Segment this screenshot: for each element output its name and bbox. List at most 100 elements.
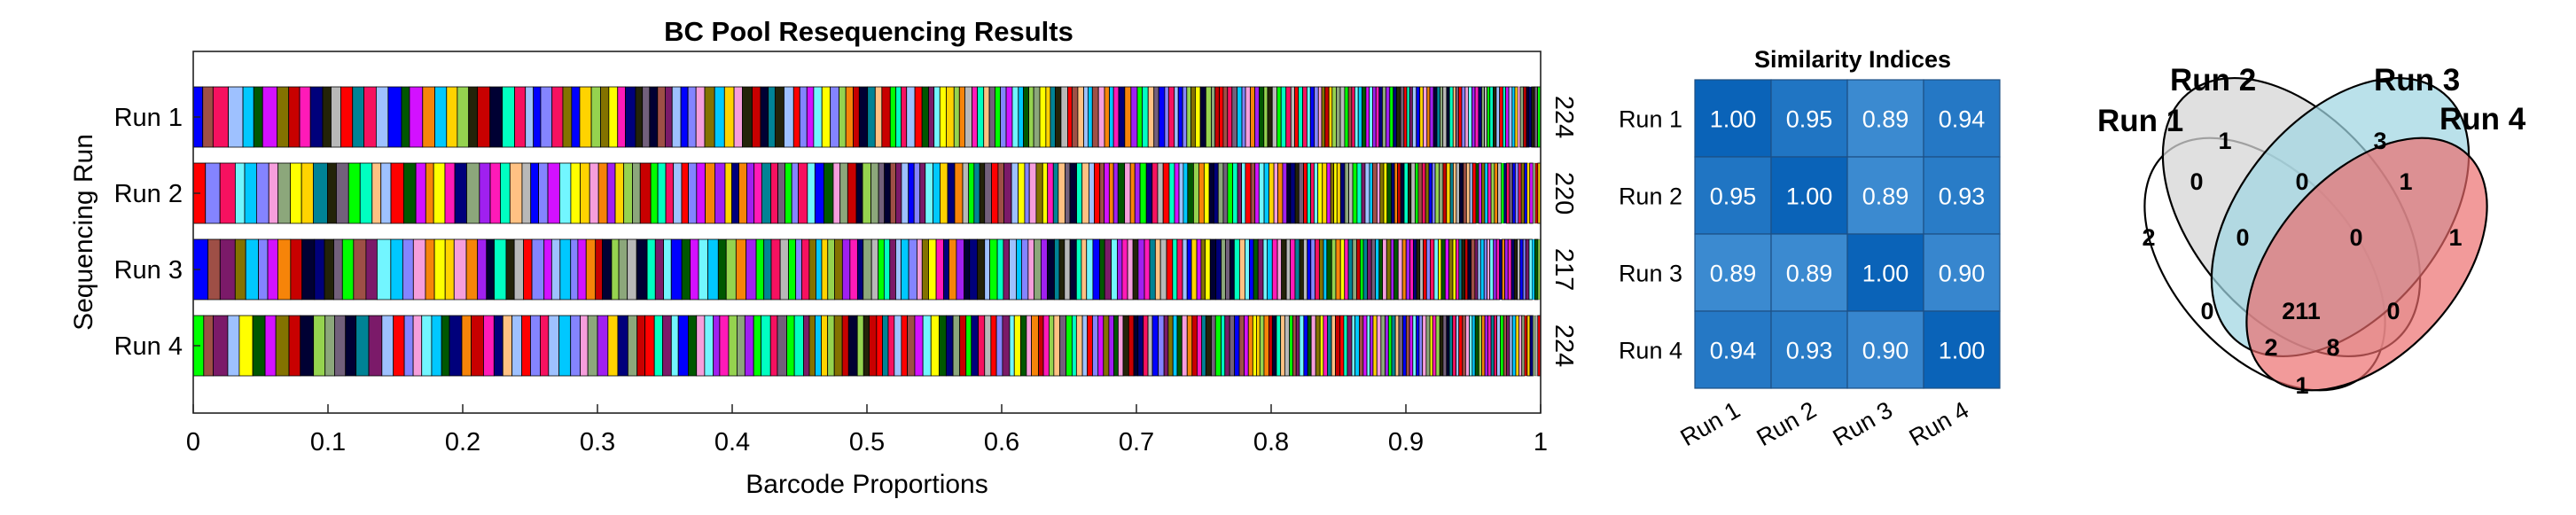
barcode-segment bbox=[1453, 162, 1457, 224]
heatmap-cell-label: 0.95 bbox=[1710, 183, 1757, 210]
barcode-segment bbox=[1108, 162, 1114, 224]
barcode-segment bbox=[1370, 238, 1376, 300]
barcode-segment bbox=[908, 162, 915, 224]
barcode-segment bbox=[1045, 86, 1051, 148]
barcode-segment bbox=[1442, 162, 1448, 224]
barcode-segment bbox=[688, 315, 698, 377]
venn-region-run2-run3-run4: 0 bbox=[2349, 224, 2362, 251]
barcode-segment bbox=[1489, 238, 1495, 300]
barcode-segment bbox=[1510, 238, 1515, 300]
barcode-segment bbox=[444, 162, 456, 224]
barcode-segment bbox=[1458, 315, 1464, 377]
barcode-segment bbox=[1436, 86, 1440, 148]
barcode-segment bbox=[1047, 238, 1055, 300]
venn-region-all-runs: 211 bbox=[2282, 298, 2321, 324]
barcode-segment bbox=[921, 86, 929, 148]
barcode-segment bbox=[935, 238, 944, 300]
barcode-segment bbox=[695, 86, 706, 148]
barcode-segment bbox=[1529, 162, 1534, 224]
barcode-segment bbox=[1024, 162, 1030, 224]
barcode-segment bbox=[690, 238, 699, 300]
barcode-segment bbox=[1003, 162, 1012, 224]
barcode-segment bbox=[964, 238, 971, 300]
barcode-segment bbox=[387, 86, 402, 148]
barcode-segment bbox=[1456, 162, 1460, 224]
venn-region-run1-run3: 0 bbox=[2200, 298, 2213, 324]
barcode-segment bbox=[277, 238, 292, 300]
barcode-segment bbox=[1406, 86, 1410, 148]
barcode-segment bbox=[1522, 238, 1526, 300]
barcode-segment bbox=[1190, 86, 1196, 148]
barcode-segment bbox=[1534, 162, 1538, 224]
barcode-segment bbox=[1409, 315, 1414, 377]
barcode-segment bbox=[863, 238, 872, 300]
venn-label-run-2: Run 2 bbox=[2170, 63, 2256, 98]
heatmap-cell-label: 0.89 bbox=[1862, 106, 1909, 133]
barcode-segment bbox=[1490, 162, 1495, 224]
barcode-segment bbox=[493, 315, 503, 377]
barcode-segment bbox=[1335, 315, 1341, 377]
barcode-segment bbox=[1440, 86, 1444, 148]
bars-x-tick-label: 0.5 bbox=[849, 428, 885, 456]
barcode-segment bbox=[595, 238, 603, 300]
barcode-segment bbox=[760, 86, 769, 148]
barcode-segment bbox=[724, 162, 732, 224]
barcode-segment bbox=[1205, 315, 1212, 377]
barcode-segment bbox=[627, 238, 637, 300]
barcode-segment bbox=[657, 86, 666, 148]
barcode-segment bbox=[327, 162, 337, 224]
barcode-segment bbox=[1159, 238, 1167, 300]
barcode-segment bbox=[444, 238, 455, 300]
barcode-segment bbox=[1478, 86, 1482, 148]
barcode-segment bbox=[421, 315, 433, 377]
barcode-segment bbox=[1277, 162, 1284, 224]
barcode-segment bbox=[770, 238, 781, 300]
barcode-segment bbox=[1065, 162, 1071, 224]
venn-region-run1-only: 2 bbox=[2142, 224, 2155, 251]
barcode-segment bbox=[244, 162, 257, 224]
barcode-segment bbox=[390, 162, 404, 224]
barcode-segment bbox=[466, 162, 480, 224]
barcode-segment bbox=[1257, 238, 1264, 300]
barcode-segment bbox=[988, 86, 995, 148]
barcode-segment bbox=[1380, 315, 1386, 377]
barcode-segment bbox=[1425, 238, 1431, 300]
barcode-segment bbox=[1307, 238, 1312, 300]
barcode-segment bbox=[1370, 315, 1374, 377]
barcode-segment bbox=[1461, 86, 1466, 148]
barcode-segment bbox=[1214, 86, 1220, 148]
barcode-segment bbox=[538, 162, 549, 224]
barcode-segment bbox=[1117, 238, 1123, 300]
barcode-segment bbox=[449, 315, 463, 377]
barcode-segment bbox=[1411, 86, 1417, 148]
barcode-segment bbox=[938, 315, 947, 377]
barcode-segment bbox=[907, 315, 916, 377]
barcode-segment bbox=[798, 162, 808, 224]
barcode-segment bbox=[1092, 315, 1099, 377]
barcode-segment bbox=[1153, 86, 1159, 148]
venn-label-run-1: Run 1 bbox=[2097, 104, 2183, 138]
barcode-segment bbox=[1461, 238, 1466, 300]
barcode-segment bbox=[1493, 86, 1497, 148]
barcode-segment bbox=[1087, 315, 1093, 377]
barcode-segment bbox=[1432, 162, 1436, 224]
barcode-segment bbox=[1232, 162, 1238, 224]
heatmap-cell bbox=[1846, 156, 1924, 235]
barcode-segment bbox=[1104, 86, 1110, 148]
barcode-segment bbox=[1290, 238, 1296, 300]
barcode-segment bbox=[1400, 162, 1405, 224]
barcode-segment bbox=[1517, 86, 1521, 148]
barcode-segment bbox=[962, 162, 970, 224]
barcode-segment bbox=[1253, 238, 1259, 300]
bars-x-tick-label: 0.6 bbox=[984, 428, 1019, 456]
barcode-segment bbox=[948, 238, 957, 300]
barcode-segment bbox=[1186, 86, 1191, 148]
barcode-segment bbox=[589, 162, 599, 224]
barcode-segment bbox=[1458, 238, 1463, 300]
barcode-segment bbox=[878, 162, 886, 224]
barcode-segment bbox=[1252, 315, 1257, 377]
barcode-segment bbox=[808, 315, 816, 377]
heatmap-cell-label: 0.93 bbox=[1939, 183, 1986, 210]
barcode-segment bbox=[402, 238, 414, 300]
barcode-segment bbox=[1391, 162, 1395, 224]
